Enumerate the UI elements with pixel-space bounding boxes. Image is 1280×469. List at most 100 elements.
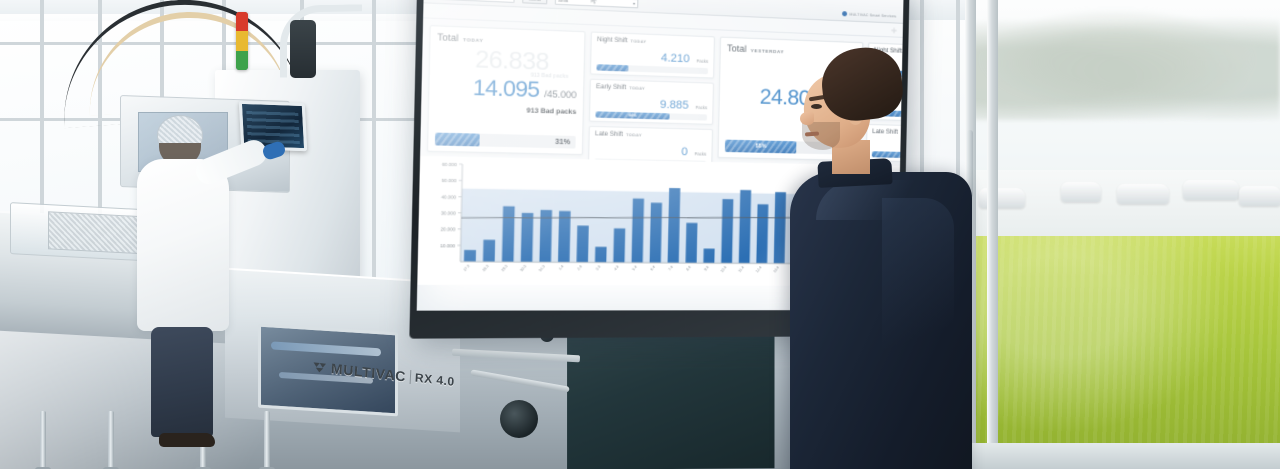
shift-name: Late Shift xyxy=(595,130,624,139)
svg-text:1.4: 1.4 xyxy=(558,264,565,270)
production-manager xyxy=(786,44,986,469)
card-period-badge: TODAY xyxy=(462,37,484,44)
window-mullion xyxy=(0,42,430,45)
progress-fill xyxy=(596,64,629,72)
svg-text:27.3: 27.3 xyxy=(463,264,471,272)
window-mullion xyxy=(98,0,102,300)
total-today-progress: 31% xyxy=(434,132,576,149)
shift-value-row: 0 Packs xyxy=(595,140,707,161)
svg-text:4.4: 4.4 xyxy=(613,265,619,271)
shifts-button[interactable]: Shifts xyxy=(522,0,548,5)
chart-bar xyxy=(667,187,681,263)
card-period-badge: TODAY xyxy=(629,86,646,91)
svg-text:12.4: 12.4 xyxy=(755,266,762,274)
shift-name: Night Shift xyxy=(597,35,628,45)
chevron-down-icon: ▾ xyxy=(509,0,511,1)
svg-text:13.4: 13.4 xyxy=(773,266,780,274)
operator-lab-coat xyxy=(137,159,229,331)
manager-nose xyxy=(800,112,814,125)
trolley-wheel xyxy=(500,400,538,438)
svg-text:31.3: 31.3 xyxy=(538,264,546,272)
svg-text:3.4: 3.4 xyxy=(595,265,601,271)
chart-bar xyxy=(738,189,752,264)
svg-text:7.4: 7.4 xyxy=(668,265,674,271)
chart-bar xyxy=(520,212,534,263)
chart-bar xyxy=(685,222,698,264)
operator-shoe xyxy=(159,433,215,447)
machine-leg xyxy=(103,411,119,469)
svg-text:20.000: 20.000 xyxy=(440,227,456,232)
shift-value: 4.210 xyxy=(660,51,690,66)
card-early-shift-today[interactable]: Early Shift TODAY 9.885 Packs 66% xyxy=(588,78,714,125)
svg-text:40.000: 40.000 xyxy=(441,194,457,199)
shift-column-today: Night Shift TODAY 4.210 Packs 28% xyxy=(587,31,715,172)
chevron-down-icon: ▾ xyxy=(632,0,636,7)
card-total-today[interactable]: Total TODAY 26.838 913 Bad packs 14.095 … xyxy=(426,25,586,156)
parking-lot xyxy=(965,170,1280,236)
window-handle[interactable] xyxy=(967,130,973,198)
machine-foot xyxy=(259,467,275,469)
svg-text:30.3: 30.3 xyxy=(519,264,527,272)
shift-unit: Packs xyxy=(694,151,707,157)
total-today-percent: 31% xyxy=(555,138,571,146)
stack-light-green xyxy=(236,50,248,70)
svg-text:28.3: 28.3 xyxy=(482,264,490,272)
trees-outside xyxy=(965,10,1280,120)
car-outside xyxy=(1117,184,1169,204)
display-trolley-body xyxy=(567,329,775,469)
view-select-value: Shift xyxy=(558,0,569,4)
card-period-badge: TODAY xyxy=(626,133,642,138)
svg-text:60.000: 60.000 xyxy=(442,162,458,168)
chart-bar xyxy=(721,199,734,264)
chart-bar xyxy=(594,246,607,263)
ghost-previous-value: 26.838 xyxy=(474,45,550,76)
gear-icon[interactable] xyxy=(891,27,897,33)
control-post xyxy=(290,20,316,78)
chart-bar xyxy=(558,210,571,263)
svg-text:2.4: 2.4 xyxy=(577,265,584,271)
total-today-bad-packs: 913 Bad packs xyxy=(526,107,577,117)
total-today-value: 14.095 xyxy=(472,75,540,103)
brand-dot-icon xyxy=(842,11,848,17)
total-today-target: /45.000 xyxy=(544,88,577,101)
svg-text:11.4: 11.4 xyxy=(738,265,745,273)
svg-text:30.000: 30.000 xyxy=(441,211,457,216)
car-outside xyxy=(1061,182,1101,202)
machine-select[interactable]: RX4.0 000001 ▾ xyxy=(432,0,515,3)
line-operator xyxy=(135,115,287,450)
manager-hair xyxy=(818,44,906,124)
chart-bar xyxy=(773,192,787,264)
chart-bar xyxy=(703,248,715,264)
car-outside xyxy=(1183,180,1239,200)
chart-bar xyxy=(482,239,496,262)
svg-text:9.4: 9.4 xyxy=(703,265,709,271)
shift-unit: Packs xyxy=(695,104,708,111)
window-mullion xyxy=(222,0,226,120)
multivac-packaging-machine: MULTIVAC RX 4.0 xyxy=(0,0,460,469)
chart-bar xyxy=(576,225,589,263)
ghost-previous-bad-packs: 913 Bad packs xyxy=(530,72,569,81)
lawn-outside xyxy=(965,236,1280,469)
machine-selector-group: Machine: RX4.0 000001 ▾ xyxy=(432,0,515,3)
chart-bar xyxy=(463,249,476,262)
svg-text:29.3: 29.3 xyxy=(501,264,509,272)
card-period-badge: YESTERDAY xyxy=(750,48,785,55)
shift-unit: Packs xyxy=(696,58,709,64)
progress-fill xyxy=(434,132,480,147)
machine-leg xyxy=(259,411,275,469)
svg-text:5.4: 5.4 xyxy=(631,265,637,271)
shift-value: 0 xyxy=(681,145,688,159)
stack-light-yellow xyxy=(236,31,248,51)
svg-text:10.4: 10.4 xyxy=(720,265,727,273)
window-mullion xyxy=(920,0,924,330)
multivac-logo-icon xyxy=(313,361,327,372)
progress-fill: 66% xyxy=(595,111,670,120)
shift-value: 9.885 xyxy=(659,98,689,112)
operator-trousers xyxy=(151,327,215,447)
shift-name: Early Shift xyxy=(596,83,627,92)
dashboard-screen[interactable]: Machine: RX4.0 000001 ▾ Shifts View: Shi… xyxy=(416,0,904,311)
card-period-badge: TODAY xyxy=(630,39,647,45)
window-mullion xyxy=(372,0,376,300)
card-night-shift-today[interactable]: Night Shift TODAY 4.210 Packs 28% xyxy=(589,31,715,79)
window-frame xyxy=(987,0,998,469)
